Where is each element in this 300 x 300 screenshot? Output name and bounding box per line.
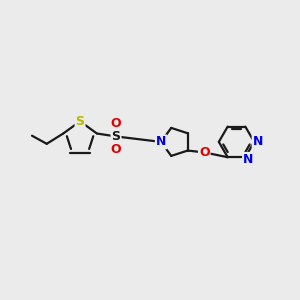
Text: O: O xyxy=(111,117,121,130)
Text: N: N xyxy=(243,153,254,166)
Text: N: N xyxy=(156,135,166,148)
Text: O: O xyxy=(111,143,121,156)
Text: S: S xyxy=(76,115,85,128)
Text: S: S xyxy=(112,130,121,143)
Text: N: N xyxy=(253,135,263,148)
Text: O: O xyxy=(199,146,209,159)
